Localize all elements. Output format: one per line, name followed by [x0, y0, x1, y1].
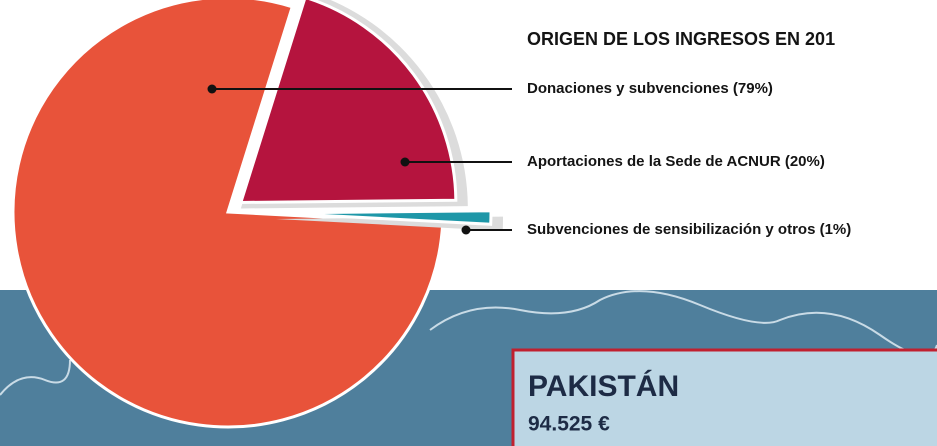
leader-dot	[400, 157, 410, 167]
pie-slice	[11, 0, 445, 429]
legend-value: (79%)	[733, 80, 773, 97]
chart-title: ORIGEN DE LOS INGRESOS EN 201	[527, 29, 835, 49]
legend-label: Aportaciones de la Sede de ACNUR (20%)	[527, 153, 825, 170]
legend-name: Aportaciones de la Sede de ACNUR	[527, 153, 785, 170]
legend-label: Donaciones y subvenciones (79%)	[527, 80, 773, 97]
legend-name: Subvenciones de sensibilización y otros	[527, 221, 820, 238]
pie	[11, 0, 503, 429]
coastline	[429, 290, 937, 357]
leader-dot	[207, 84, 217, 94]
coastline	[0, 359, 71, 396]
legend-label: Subvenciones de sensibilización y otros …	[527, 221, 851, 238]
leader-dot	[461, 225, 471, 235]
legend-value: (1%)	[820, 221, 852, 238]
legend-value: (20%)	[785, 153, 825, 170]
box-title: PAKISTÁN	[528, 369, 679, 403]
pie-slice	[238, 0, 458, 204]
legend-name: Donaciones y subvenciones	[527, 80, 733, 97]
pie-slice	[275, 209, 493, 226]
box-amount: 94.525 €	[528, 413, 610, 436]
info-box	[511, 348, 937, 446]
